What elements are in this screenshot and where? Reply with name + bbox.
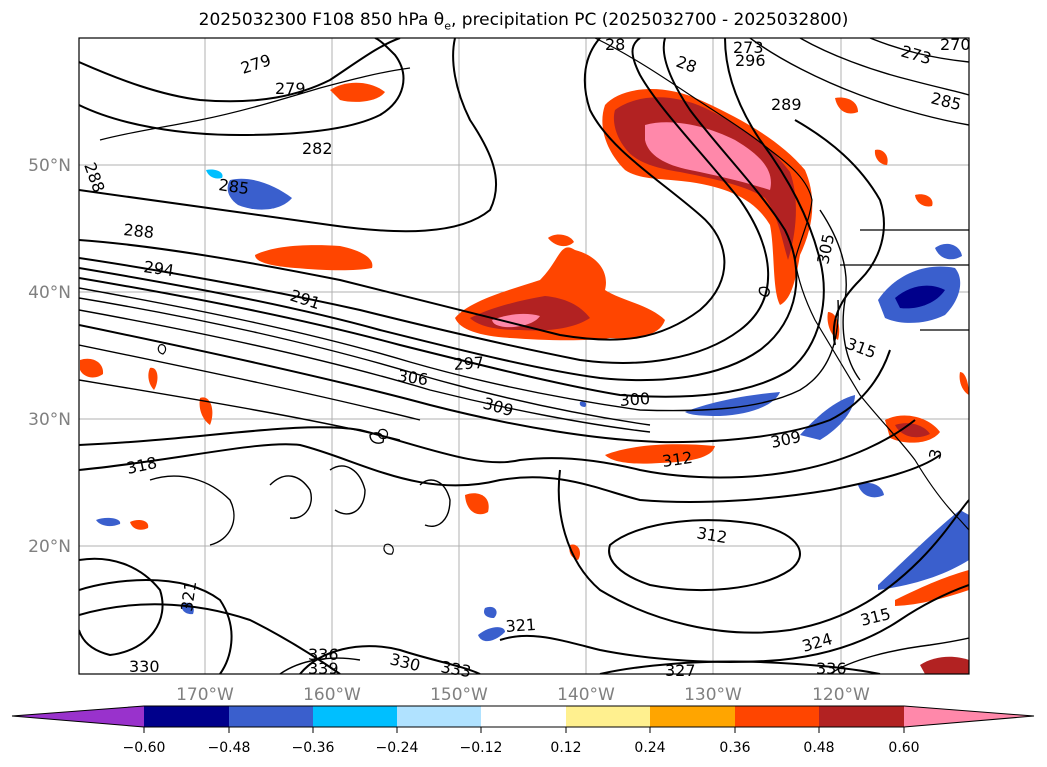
colorbar-tick-label: −0.36 bbox=[292, 740, 335, 756]
contour-label: 297 bbox=[453, 353, 485, 374]
contour-label: 3 bbox=[925, 447, 945, 460]
lon-tick-label: 130°W bbox=[684, 685, 742, 705]
colorbar-segment bbox=[144, 706, 229, 727]
colorbar-tick-label: 0.36 bbox=[719, 740, 750, 756]
precip-positive bbox=[80, 82, 969, 674]
contour-label: 333 bbox=[439, 657, 472, 681]
theta-e-contours bbox=[79, 38, 969, 674]
contour-label: 282 bbox=[302, 139, 333, 158]
colorbar-tick-label: −0.48 bbox=[208, 740, 251, 756]
lat-tick-label: 40°N bbox=[28, 283, 71, 303]
contour-label: 273 bbox=[733, 38, 764, 57]
colorbar-tick-label: 0.24 bbox=[634, 740, 665, 756]
contour-label: 285 bbox=[217, 175, 250, 198]
colorbar-segment bbox=[229, 706, 313, 727]
precip-band-mid-pink bbox=[492, 313, 540, 328]
colorbar-segment bbox=[566, 706, 650, 727]
lon-tick-label: 140°W bbox=[557, 685, 615, 705]
colorbar: −0.60 −0.48 −0.36 −0.24 −0.12 0.12 0.24 … bbox=[11, 705, 1035, 756]
colorbar-tick-label: 0.60 bbox=[888, 740, 919, 756]
contour-label: 270 bbox=[940, 35, 971, 54]
colorbar-segment bbox=[481, 706, 566, 727]
lon-tick-label: 170°W bbox=[176, 685, 234, 705]
lat-tick-label: 30°N bbox=[28, 410, 71, 430]
contour-label: 279 bbox=[275, 79, 306, 98]
contour-label: 327 bbox=[665, 661, 696, 680]
colorbar-segment bbox=[735, 706, 819, 727]
colorbar-tick-label: 0.48 bbox=[803, 740, 834, 756]
contour-label: 321 bbox=[505, 615, 537, 636]
contour-label: 336 bbox=[816, 659, 847, 678]
colorbar-extend-high bbox=[904, 706, 1034, 727]
precip-band-subtropic bbox=[605, 444, 715, 464]
contour-label: 312 bbox=[661, 448, 694, 471]
lon-tick-label: 150°W bbox=[430, 685, 488, 705]
colorbar-tick-label: −0.12 bbox=[460, 740, 503, 756]
contour-label: 28 bbox=[605, 35, 625, 54]
gridlines bbox=[79, 38, 969, 674]
latitude-labels: 50°N 40°N 30°N 20°N bbox=[28, 156, 71, 557]
colorbar-segment bbox=[650, 706, 735, 727]
colorbar-segment bbox=[397, 706, 481, 727]
lon-tick-label: 120°W bbox=[812, 685, 870, 705]
map-frame bbox=[78, 37, 970, 675]
colorbar-segment bbox=[819, 706, 904, 727]
precip-band-west bbox=[255, 245, 373, 271]
precip-neg-gulf bbox=[227, 178, 292, 210]
colorbar-tick-label: 0.12 bbox=[550, 740, 581, 756]
contour-label: 289 bbox=[771, 95, 802, 114]
lat-tick-label: 20°N bbox=[28, 537, 71, 557]
lon-tick-label: 160°W bbox=[303, 685, 361, 705]
contour-label: 330 bbox=[129, 657, 160, 676]
colorbar-tick-label: −0.24 bbox=[376, 740, 419, 756]
contour-label: 306 bbox=[396, 366, 429, 389]
contour-label: 300 bbox=[619, 389, 651, 410]
colorbar-segment bbox=[313, 706, 397, 727]
colorbar-tick-label: −0.60 bbox=[123, 740, 166, 756]
precip-plume-nw-pink bbox=[645, 122, 771, 190]
contour-label: 336 bbox=[308, 645, 339, 664]
map-title: 2025032300 F108 850 hPa θe, precipitatio… bbox=[198, 10, 849, 33]
contour-label: 321 bbox=[177, 580, 200, 613]
contour-label: 294 bbox=[142, 257, 175, 280]
contour-label: 339 bbox=[308, 659, 339, 678]
contour-label: 296 bbox=[735, 51, 766, 70]
contour-label: 288 bbox=[123, 220, 155, 242]
longitude-labels: 170°W 160°W 150°W 140°W 130°W 120°W bbox=[176, 685, 870, 705]
colorbar-extend-low bbox=[12, 706, 144, 727]
lat-tick-label: 50°N bbox=[28, 156, 71, 176]
